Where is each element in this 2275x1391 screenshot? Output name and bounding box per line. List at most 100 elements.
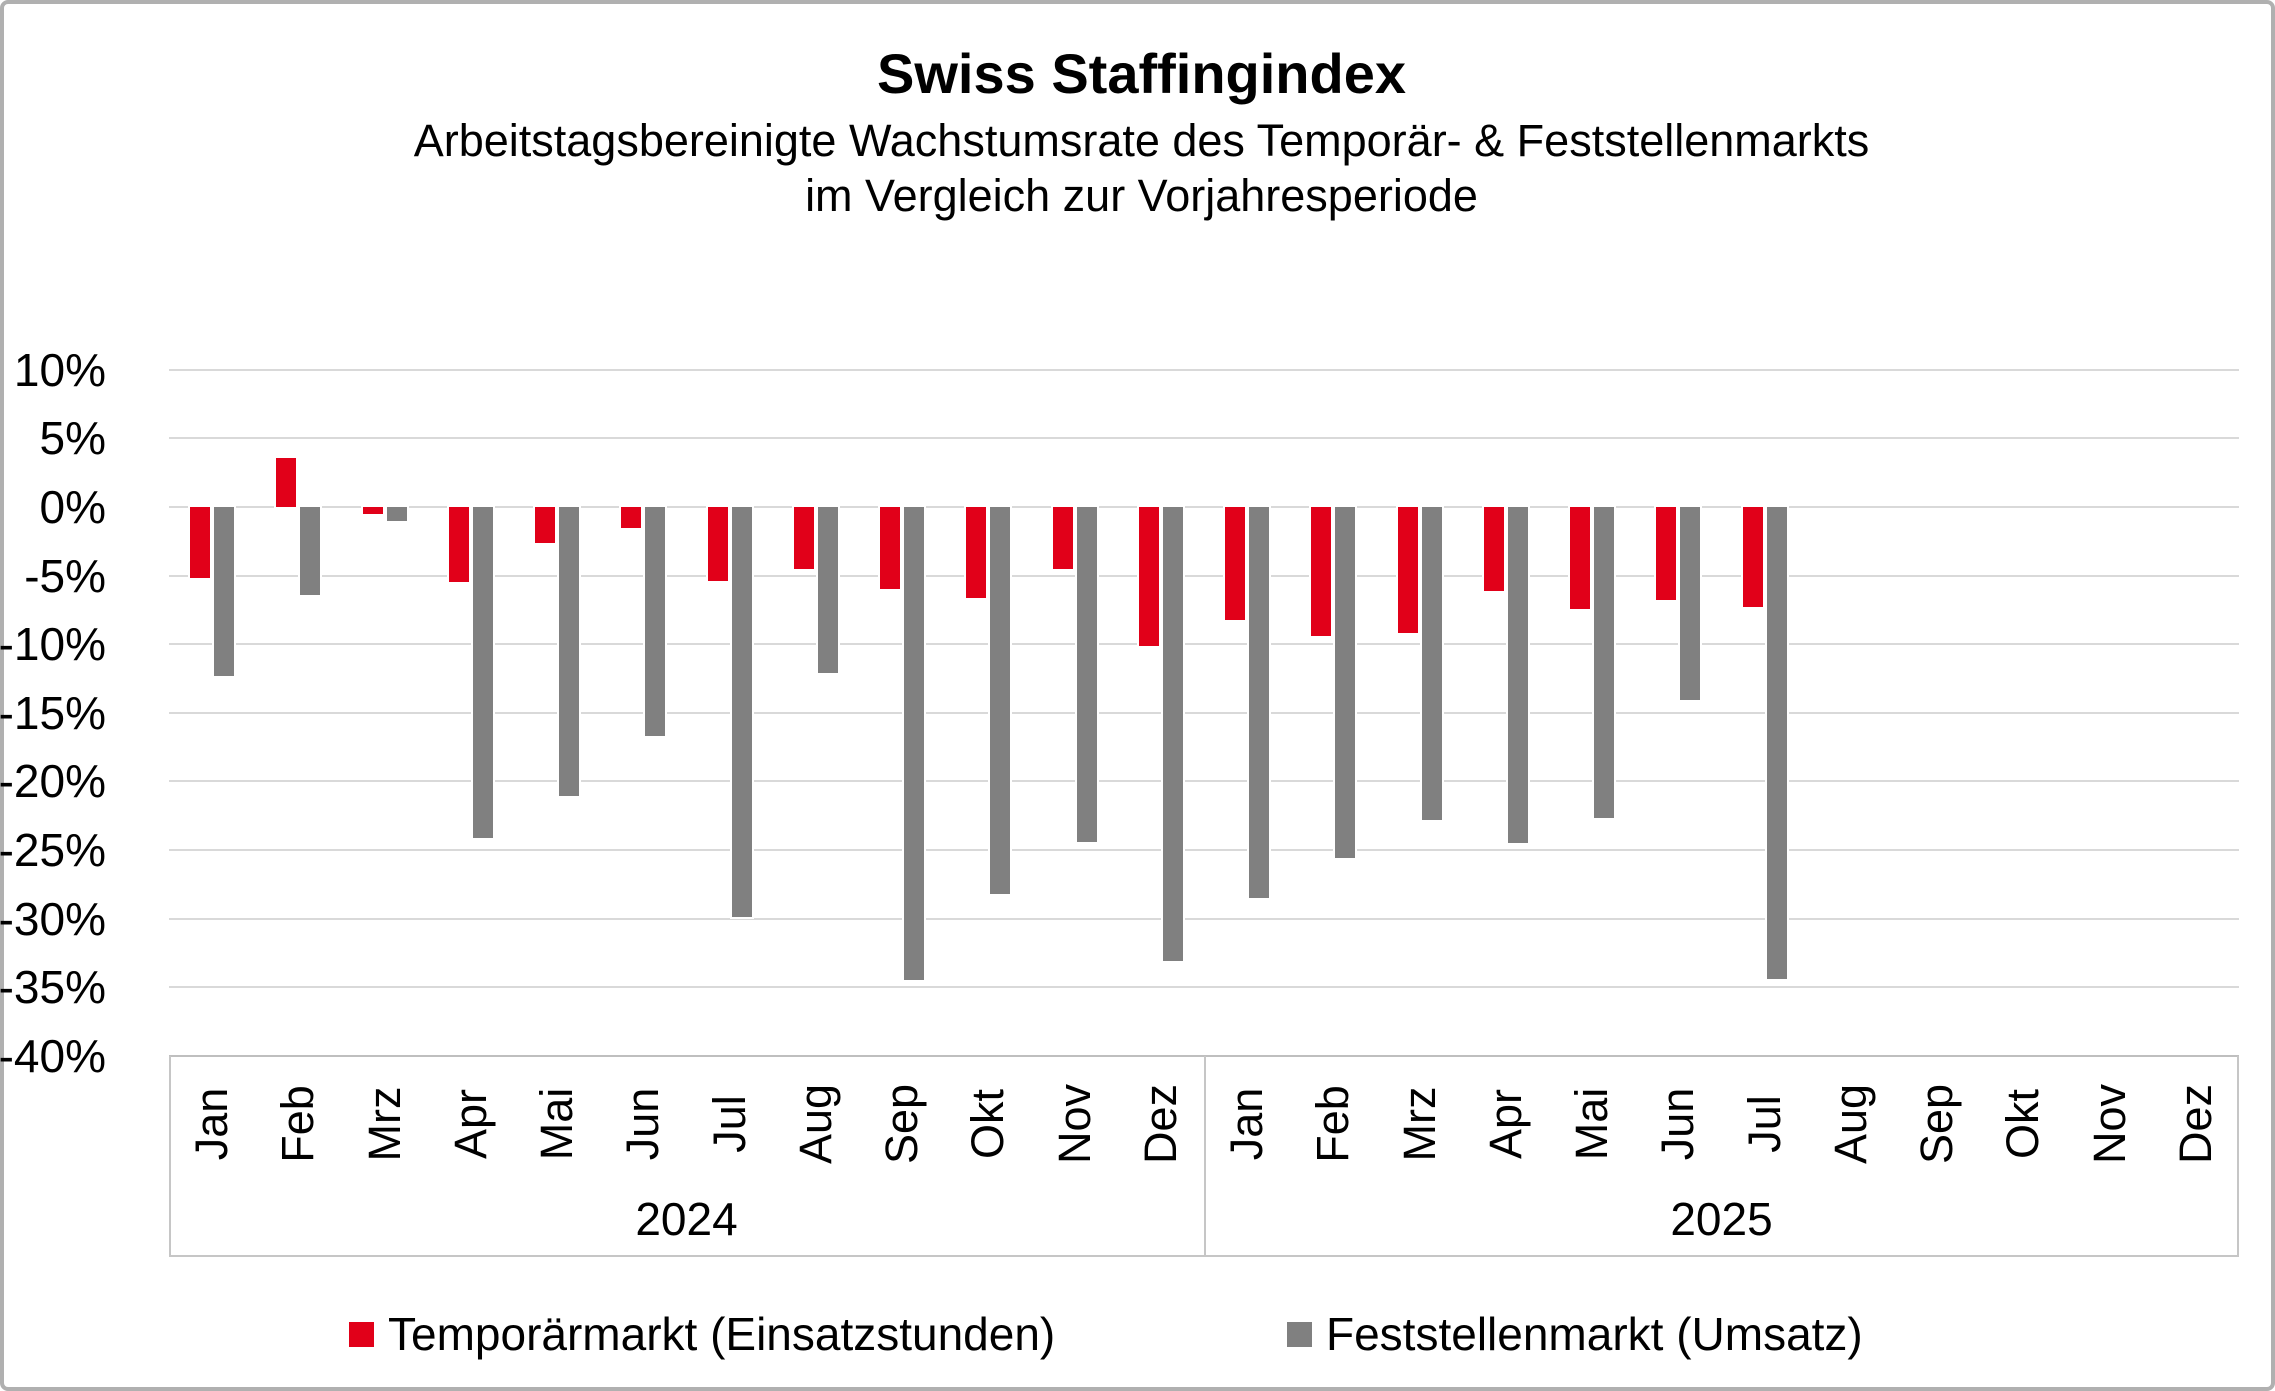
x-axis-month-label-2024-Jan: Jan	[186, 1087, 238, 1161]
x-axis-month-label-2025-Sep: Sep	[1911, 1083, 1963, 1164]
bar-temporaermarkt-2024-Mai	[533, 505, 558, 545]
legend-swatch-feststellenmarkt-icon	[1287, 1321, 1312, 1347]
x-axis-year-label-2024: 2024	[635, 1192, 738, 1245]
x-axis-month-label-2024-Okt: Okt	[962, 1088, 1014, 1159]
y-axis-tick-label: 0%	[39, 481, 106, 533]
x-axis-month-label-2025-Jul: Jul	[1738, 1095, 1790, 1153]
bar-temporaermarkt-2024-Feb	[274, 455, 299, 510]
plot-area: 10% 5% 0% -5% -10% -15% -20% -25% -30% -35% -40% Ja…	[0, 334, 2239, 1257]
x-axis-month-label-2025-Mai: Mai	[1566, 1087, 1618, 1161]
gridline--30%	[169, 917, 2239, 920]
x-axis-month-label-2025-Apr: Apr	[1479, 1088, 1531, 1159]
y-axis-tick-label: -10%	[0, 618, 106, 671]
bar-temporaermarkt-2025-Jun	[1654, 504, 1679, 603]
y-axis-tick-label: -25%	[0, 824, 106, 876]
y-axis-tick-label: -35%	[0, 961, 106, 1014]
x-axis-month-label-2025-Jun: Jun	[1652, 1087, 1704, 1161]
y-axis-tick-label: 5%	[39, 412, 106, 465]
gridline--10%	[169, 643, 2239, 646]
x-axis-month-label-2024-Mrz: Mrz	[358, 1086, 410, 1162]
bar-feststellenmarkt-2024-Aug	[815, 505, 840, 675]
bar-temporaermarkt-2025-Feb	[1309, 505, 1334, 638]
legend: Temporärmarkt (Einsatzstunden) Feststell…	[4, 1299, 2275, 1369]
chart-title: Swiss Staffingindex	[877, 42, 1406, 105]
bar-feststellenmarkt-2025-Jan	[1247, 504, 1272, 901]
bar-feststellenmarkt-2025-Jun	[1678, 504, 1703, 703]
legend-item-feststellenmarkt: Feststellenmarkt (Umsatz)	[1287, 1299, 1863, 1369]
bar-feststellenmarkt-2024-Mai	[557, 504, 582, 799]
x-axis-month-label-2025-Dez: Dez	[2169, 1083, 2221, 1164]
bar-feststellenmarkt-2024-Okt	[988, 505, 1013, 896]
bar-temporaermarkt-2024-Jan	[188, 504, 213, 581]
x-axis-month-label-2025-Okt: Okt	[1997, 1088, 2049, 1159]
x-axis-month-label-2024-Jun: Jun	[617, 1087, 669, 1161]
bar-feststellenmarkt-2025-Mrz	[1419, 505, 1444, 822]
x-axis-month-label-2025-Nov: Nov	[2083, 1083, 2135, 1164]
x-axis-month-label-2024-Nov: Nov	[1048, 1083, 1100, 1164]
bar-temporaermarkt-2024-Okt	[964, 505, 989, 600]
bar-feststellenmarkt-2024-Nov	[1074, 505, 1099, 844]
x-axis-month-label-2024-Sep: Sep	[876, 1083, 928, 1164]
bar-temporaermarkt-2024-Jun	[619, 505, 644, 530]
legend-swatch-temporaermarkt-icon	[349, 1321, 374, 1347]
bar-temporaermarkt-2024-Nov	[1050, 505, 1075, 571]
x-axis-month-label-2025-Feb: Feb	[1307, 1085, 1359, 1163]
bar-feststellenmarkt-2024-Apr	[470, 505, 495, 840]
bar-feststellenmarkt-2024-Jun	[643, 504, 668, 739]
gridline--20%	[169, 780, 2239, 783]
x-axis-month-label-2025-Jan: Jan	[1221, 1087, 1273, 1161]
bar-feststellenmarkt-2025-Jul	[1764, 505, 1789, 981]
bar-temporaermarkt-2024-Apr	[446, 504, 471, 585]
bar-temporaermarkt-2024-Jul	[705, 504, 730, 584]
category-box-bottom-border	[169, 1254, 2239, 1257]
chart-subtitle-line2: im Vergleich zur Vorjahresperiode	[805, 170, 1478, 222]
legend-item-temporaermarkt: Temporärmarkt (Einsatzstunden)	[349, 1299, 1055, 1369]
x-axis-month-label-2024-Apr: Apr	[444, 1088, 496, 1159]
x-axis-month-label-2024-Dez: Dez	[1134, 1083, 1186, 1164]
legend-label-feststellenmarkt: Feststellenmarkt (Umsatz)	[1326, 1308, 1863, 1360]
category-box-border	[2237, 1055, 2239, 1257]
category-year-divider	[1204, 1055, 1206, 1257]
y-axis-tick-label: 10%	[13, 343, 106, 396]
bar-feststellenmarkt-2025-Apr	[1505, 504, 1530, 846]
chart-header: Swiss Staffingindex Arbeitstagsbereinigt…	[4, 42, 2275, 224]
bar-feststellenmarkt-2024-Dez	[1160, 504, 1185, 964]
y-axis-tick-label: -40%	[0, 1029, 106, 1082]
bar-feststellenmarkt-2024-Jan	[212, 505, 237, 678]
gridline-5%	[169, 437, 2239, 440]
bar-feststellenmarkt-2024-Sep	[902, 504, 927, 983]
bar-temporaermarkt-2024-Aug	[791, 505, 816, 571]
y-axis-tick-label: -5%	[24, 549, 106, 602]
x-axis-month-label-2024-Jul: Jul	[703, 1095, 755, 1153]
bar-feststellenmarkt-2024-Mrz	[384, 505, 409, 523]
bar-temporaermarkt-2024-Mrz	[360, 505, 385, 516]
bar-feststellenmarkt-2024-Feb	[298, 505, 323, 597]
x-axis-month-label-2025-Aug: Aug	[1824, 1083, 1876, 1164]
bar-feststellenmarkt-2025-Feb	[1333, 504, 1358, 861]
bar-temporaermarkt-2024-Sep	[878, 504, 903, 592]
legend-label-temporaermarkt: Temporärmarkt (Einsatzstunden)	[388, 1308, 1056, 1360]
x-axis-month-label-2024-Mai: Mai	[531, 1087, 583, 1161]
bar-temporaermarkt-2025-Apr	[1481, 505, 1506, 593]
bar-feststellenmarkt-2024-Jul	[729, 504, 754, 920]
y-axis-tick-label: -15%	[0, 686, 106, 739]
gridline--5%	[169, 574, 2239, 577]
x-axis-month-label-2024-Aug: Aug	[789, 1083, 841, 1164]
gridline--35%	[169, 986, 2239, 989]
bar-temporaermarkt-2024-Dez	[1136, 505, 1161, 648]
bar-temporaermarkt-2025-Jan	[1223, 505, 1248, 622]
gridline-10%	[169, 368, 2239, 371]
gridline--15%	[169, 711, 2239, 714]
gridline--25%	[169, 849, 2239, 851]
bar-temporaermarkt-2025-Mai	[1568, 505, 1593, 611]
bar-feststellenmarkt-2025-Mai	[1592, 504, 1617, 821]
bar-temporaermarkt-2025-Jul	[1740, 504, 1765, 610]
chart-subtitle-line1: Arbeitstagsbereinigte Wachstumsrate des …	[413, 115, 1870, 167]
x-axis-month-label-2024-Feb: Feb	[272, 1085, 324, 1163]
y-axis-tick-label: -20%	[0, 755, 106, 808]
y-axis-tick-label: -30%	[0, 892, 106, 945]
chart-subtitle: Arbeitstagsbereinigte Wachstumsrate des …	[4, 114, 2275, 224]
x-axis-year-label-2025: 2025	[1670, 1192, 1773, 1245]
bar-temporaermarkt-2025-Mrz	[1395, 504, 1420, 636]
